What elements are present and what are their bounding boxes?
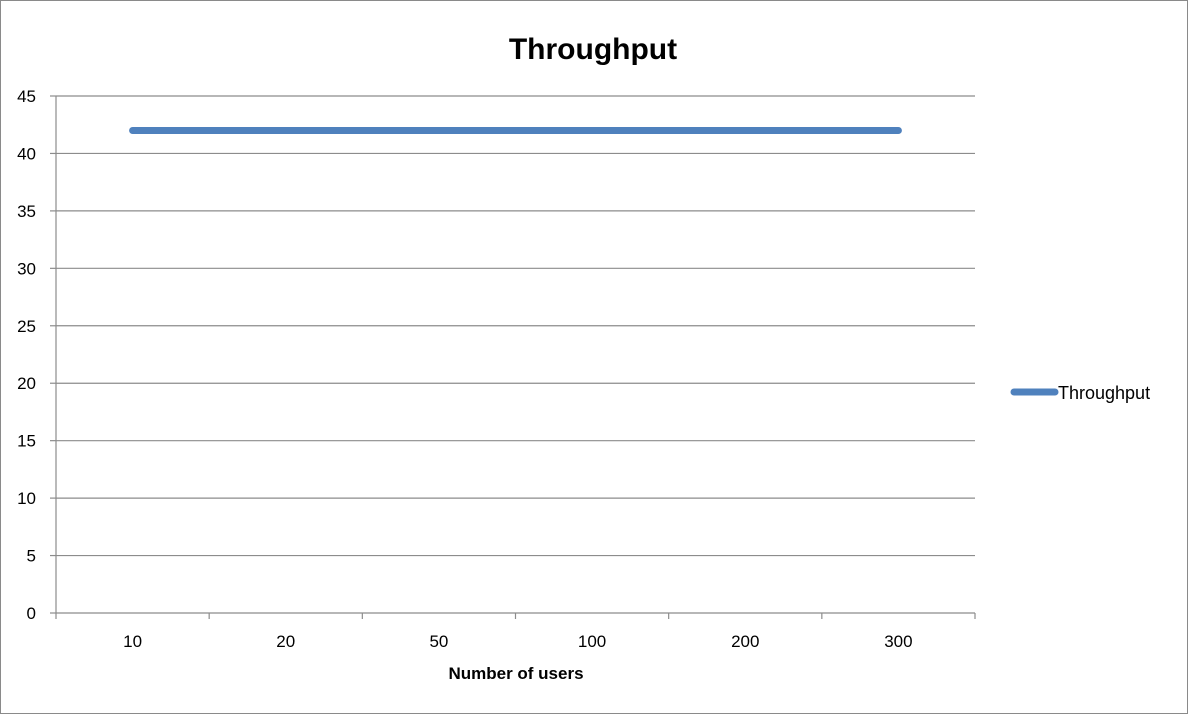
y-axis-ticks: 0 5 10 15 20 25 30 35 40 45 — [17, 87, 56, 623]
x-tick-label: 10 — [123, 632, 142, 651]
x-tick-label: 300 — [884, 632, 912, 651]
gridlines — [56, 95, 975, 557]
x-tick-label: 50 — [429, 632, 448, 651]
axes — [55, 96, 975, 614]
y-tick-label: 45 — [17, 87, 36, 106]
y-tick-label: 5 — [27, 547, 36, 566]
y-tick-label: 0 — [27, 604, 36, 623]
x-axis-title: Number of users — [448, 664, 583, 683]
legend: Throughput — [1010, 383, 1150, 403]
x-tick-label: 200 — [731, 632, 759, 651]
legend-label: Throughput — [1058, 383, 1150, 403]
x-axis-ticks: 10 20 50 100 200 300 — [55, 613, 976, 651]
y-tick-label: 10 — [17, 489, 36, 508]
chart-title: Throughput — [509, 33, 677, 66]
y-tick-label: 25 — [17, 317, 36, 336]
y-tick-label: 40 — [17, 144, 36, 163]
y-tick-label: 20 — [17, 374, 36, 393]
y-tick-label: 15 — [17, 432, 36, 451]
x-tick-label: 20 — [276, 632, 295, 651]
x-tick-label: 100 — [578, 632, 606, 651]
y-tick-label: 30 — [17, 259, 36, 278]
y-tick-label: 35 — [17, 202, 36, 221]
